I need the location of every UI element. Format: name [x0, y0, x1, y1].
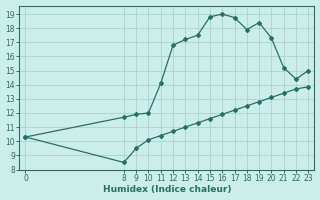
X-axis label: Humidex (Indice chaleur): Humidex (Indice chaleur) — [103, 185, 231, 194]
